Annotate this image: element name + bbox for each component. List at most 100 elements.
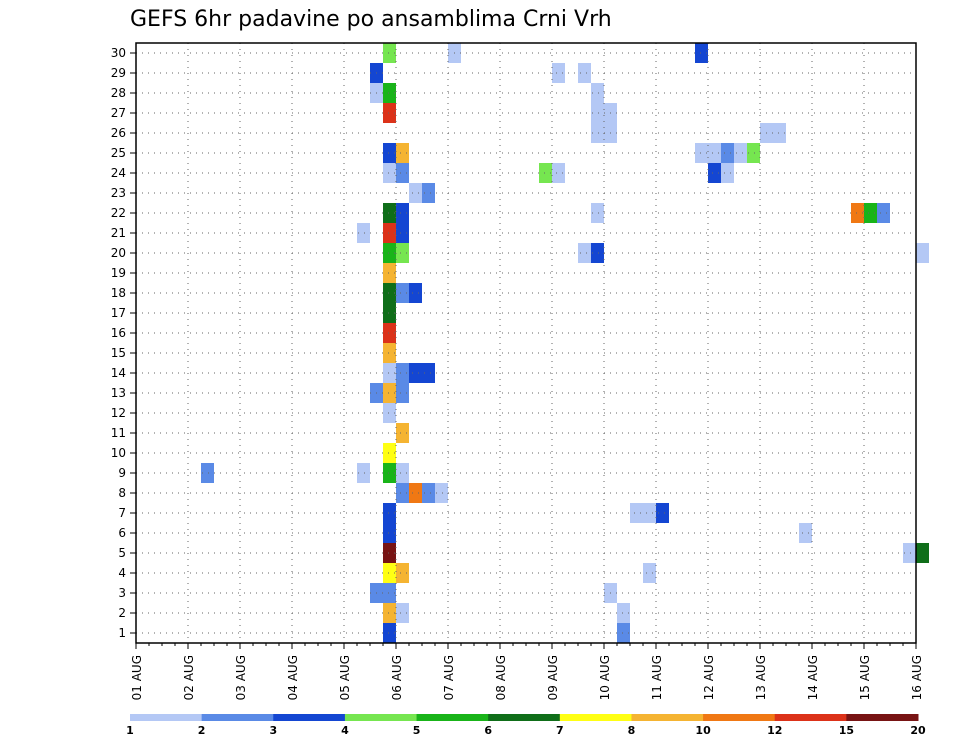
- heatmap-cell: [396, 163, 409, 183]
- heatmap-cell: [383, 143, 396, 163]
- y-tick-label: 6: [118, 526, 126, 540]
- heatmap-cell: [708, 163, 721, 183]
- heatmap-cell: [409, 183, 422, 203]
- heatmap-cell: [799, 523, 812, 543]
- colorbar-label: 5: [413, 724, 421, 737]
- colorbar-label: 15: [839, 724, 854, 737]
- heatmap-cell: [383, 323, 396, 343]
- y-tick-label: 30: [111, 46, 126, 60]
- y-tick-label: 8: [118, 486, 126, 500]
- colorbar-swatch: [130, 714, 203, 721]
- heatmap-cell: [383, 543, 396, 563]
- y-tick-label: 26: [111, 126, 126, 140]
- y-tick-label: 23: [111, 186, 126, 200]
- x-tick-label: 01 AUG: [130, 655, 144, 700]
- colorbar-swatch: [703, 714, 776, 721]
- colorbar-label: 8: [628, 724, 636, 737]
- heatmap-cell: [383, 43, 396, 63]
- x-tick-label: 14 AUG: [806, 655, 820, 700]
- heatmap-cell: [396, 463, 409, 483]
- colorbar-swatch: [846, 714, 919, 721]
- x-tick-label: 16 AUG: [910, 655, 924, 700]
- x-tick-label: 07 AUG: [442, 655, 456, 700]
- y-tick-label: 5: [118, 546, 126, 560]
- heatmap-cell: [383, 443, 396, 463]
- y-tick-label: 25: [111, 146, 126, 160]
- y-tick-label: 2: [118, 606, 126, 620]
- y-tick-label: 13: [111, 386, 126, 400]
- y-tick-label: 14: [111, 366, 126, 380]
- y-tick-label: 17: [111, 306, 126, 320]
- heatmap-cell: [409, 283, 422, 303]
- heatmap-cell: [383, 363, 396, 383]
- chart-title: GEFS 6hr padavine po ansamblima Crni Vrh: [130, 7, 612, 32]
- heatmap-cell: [383, 163, 396, 183]
- colorbar-swatch: [273, 714, 346, 721]
- y-tick-label: 11: [111, 426, 126, 440]
- heatmap-cell: [630, 503, 643, 523]
- heatmap-cell: [877, 203, 890, 223]
- heatmap-cell: [396, 243, 409, 263]
- heatmap-cell: [578, 243, 591, 263]
- heatmap-cell: [383, 263, 396, 283]
- heatmap-cell: [383, 103, 396, 123]
- colorbar-swatch: [201, 714, 274, 721]
- heatmap-cell: [643, 503, 656, 523]
- heatmap-cell: [383, 383, 396, 403]
- y-tick-label: 15: [111, 346, 126, 360]
- y-tick-label: 10: [111, 446, 126, 460]
- heatmap-cell: [916, 243, 929, 263]
- y-axis: 1234567891011121314151617181920212223242…: [111, 46, 136, 640]
- colorbar-label: 10: [695, 724, 711, 737]
- x-tick-label: 10 AUG: [598, 655, 612, 700]
- colorbar: 1 2 3 4 5 6 7 8 10 12 15 20: [126, 714, 926, 737]
- y-tick-label: 27: [111, 106, 126, 120]
- heatmap-cell: [435, 483, 448, 503]
- heatmap-cell: [617, 603, 630, 623]
- heatmap-cell: [396, 603, 409, 623]
- heatmap-cell: [396, 423, 409, 443]
- x-tick-label: 05 AUG: [338, 655, 352, 700]
- heatmap-cell: [396, 383, 409, 403]
- heatmap-cell: [591, 203, 604, 223]
- colorbar-label: 1: [126, 724, 134, 737]
- heatmap-cell: [383, 583, 396, 603]
- heatmap-cell: [357, 463, 370, 483]
- heatmap-cell: [734, 143, 747, 163]
- heatmap-cell: [383, 343, 396, 363]
- colorbar-swatch: [416, 714, 489, 721]
- heatmap-cell: [383, 563, 396, 583]
- heatmap-cell: [409, 363, 422, 383]
- heatmap-cell: [396, 223, 409, 243]
- colorbar-swatch: [488, 714, 561, 721]
- heatmap-cell: [201, 463, 214, 483]
- x-tick-label: 04 AUG: [286, 655, 300, 700]
- heatmap-cell: [383, 203, 396, 223]
- heatmap-cell: [656, 503, 669, 523]
- heatmap-cell: [396, 363, 409, 383]
- heatmap-cell: [383, 403, 396, 423]
- heatmap-cell: [383, 623, 396, 643]
- x-tick-label: 03 AUG: [234, 655, 248, 700]
- colorbar-swatch: [631, 714, 704, 721]
- heatmap-cell: [773, 123, 786, 143]
- heatmap-cell: [396, 203, 409, 223]
- y-tick-label: 20: [111, 246, 126, 260]
- y-tick-label: 12: [111, 406, 126, 420]
- y-tick-label: 24: [111, 166, 126, 180]
- x-tick-label: 12 AUG: [702, 655, 716, 700]
- heatmap-cell: [721, 143, 734, 163]
- y-tick-label: 29: [111, 66, 126, 80]
- y-tick-label: 1: [118, 626, 126, 640]
- heatmap-cell: [383, 303, 396, 323]
- heatmap-cell: [916, 543, 929, 563]
- heatmap-cell: [903, 543, 916, 563]
- x-tick-label: 08 AUG: [494, 655, 508, 700]
- heatmap-cell: [383, 603, 396, 623]
- y-tick-label: 4: [118, 566, 126, 580]
- y-tick-label: 3: [118, 586, 126, 600]
- y-tick-label: 21: [111, 226, 126, 240]
- colorbar-swatch: [774, 714, 847, 721]
- heatmap-cell: [383, 503, 396, 523]
